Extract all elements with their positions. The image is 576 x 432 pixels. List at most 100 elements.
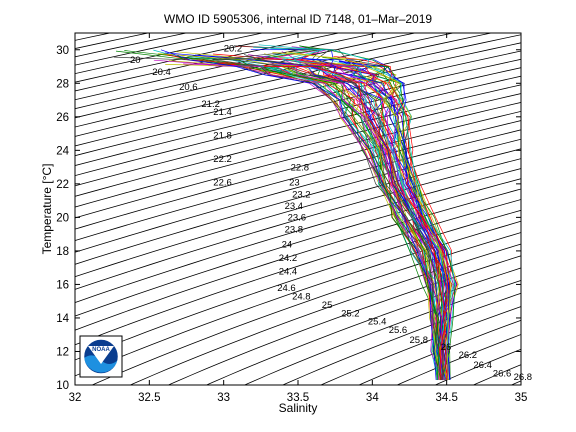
float-profile-line (219, 63, 442, 381)
x-tick-label: 34.5 (435, 392, 457, 404)
density-contour-label: 26.2 (459, 350, 478, 361)
float-profile-line (272, 52, 452, 381)
density-contour-line (75, 110, 521, 230)
density-contour-line (75, 84, 521, 197)
density-contour-label: 23.2 (292, 189, 311, 200)
float-profile-line (333, 55, 449, 381)
density-contour-line (75, 120, 521, 241)
float-profile-line (299, 45, 456, 381)
density-contour-label: 22.2 (213, 154, 232, 165)
density-contour-line (75, 138, 521, 265)
float-profile-line (275, 65, 443, 381)
density-contour-line (75, 209, 521, 361)
density-contour-label: 23.8 (285, 225, 304, 236)
density-contour-label: 25.8 (410, 335, 429, 346)
float-profile-line (320, 62, 458, 381)
y-tick-label: 10 (56, 380, 69, 392)
density-contour-line (75, 188, 521, 331)
density-contour-label: 25.4 (368, 317, 387, 328)
x-tick-label: 33.5 (287, 392, 309, 404)
y-tick-label: 18 (56, 246, 69, 258)
density-contour-line (75, 220, 521, 377)
float-profile-line (322, 57, 445, 381)
density-contour-line (531, 25, 576, 394)
y-tick-label: 30 (56, 45, 69, 57)
density-contour-line (243, 280, 521, 385)
noaa-logo: NOAA (79, 335, 123, 378)
density-contour-line (75, 33, 341, 92)
density-contour-line (75, 148, 521, 278)
density-contour-line (0, 25, 36, 394)
density-contour-label: 25 (322, 300, 333, 311)
density-contour-label: 24 (282, 240, 293, 251)
density-contour-line (75, 168, 521, 303)
density-contour-label: 26.4 (473, 360, 492, 371)
density-contour-label: 23.6 (288, 213, 307, 224)
density-contour-label: 24.6 (277, 283, 296, 294)
y-axis-label: Temperature [°C] (40, 164, 54, 255)
density-contour-label: 20.6 (179, 82, 198, 93)
float-profile-line (153, 49, 439, 381)
float-profile-line (160, 49, 437, 381)
density-contour-label: 21.8 (213, 131, 232, 142)
density-contour-line (75, 34, 521, 137)
y-tick-label: 24 (56, 145, 69, 157)
float-profile-line (235, 45, 446, 381)
density-contour-line (75, 33, 379, 101)
density-contour-line (75, 101, 521, 219)
density-contour-label: 22.6 (213, 178, 232, 189)
density-contour-line (167, 255, 521, 385)
density-contour-line (75, 158, 521, 290)
x-axis-label: Salinity (279, 401, 318, 415)
chart-title: WMO ID 5905306, internal ID 7148, 01–Mar… (164, 12, 432, 26)
density-contour-label: 24.4 (279, 266, 298, 277)
density-contour-label: 26 (441, 342, 452, 353)
density-contour-label: 21.2 (201, 99, 220, 110)
y-tick-label: 14 (56, 313, 69, 325)
density-contour-label: 26.6 (493, 369, 512, 380)
float-profile-line (253, 47, 455, 381)
float-profile-line (157, 53, 442, 381)
float-profile-line (251, 67, 440, 381)
density-contour-line (75, 178, 521, 317)
density-contour-line (75, 67, 521, 177)
density-contour-line (91, 232, 521, 385)
y-axis: 10 12 14 16 18 20 22 24 26 28 30 (56, 45, 521, 392)
density-contour-label: 23.4 (285, 201, 304, 212)
float-profile-line (212, 59, 443, 380)
density-contour-line (569, 25, 576, 394)
density-contour-label: 26.8 (514, 372, 533, 383)
density-contour-label: 25.6 (389, 325, 408, 336)
y-tick-label: 20 (56, 212, 69, 224)
density-contour-line (75, 33, 494, 128)
y-tick-label: 28 (56, 78, 69, 90)
x-tick-label: 33 (217, 392, 230, 404)
density-contour-label: 23 (289, 178, 300, 189)
density-contour-line (75, 129, 521, 253)
density-contour-line (75, 33, 417, 110)
density-contour-line (205, 267, 521, 385)
float-profile-line (250, 49, 449, 381)
density-contour-label: 24.8 (292, 292, 311, 303)
y-tick-label: 16 (56, 279, 69, 291)
density-contour-labels: 20 20.2 20.4 20.621.221.4 21.8 22.2 22.6 22.8 23… (130, 43, 532, 383)
float-profile-line (183, 63, 444, 381)
density-contour-line (75, 75, 521, 187)
density-contour-line (281, 292, 521, 385)
density-contour-label: 24.2 (279, 253, 298, 264)
density-contour-line (75, 199, 521, 346)
x-tick-label: 35 (515, 392, 528, 404)
density-contour-label: 25.2 (341, 308, 360, 319)
float-profiles (113, 44, 459, 381)
y-tick-label: 26 (56, 112, 69, 124)
x-axis: 32 32.5 33 33.5 34 34.5 35 (69, 33, 528, 404)
density-contour-line (358, 319, 521, 385)
x-tick-label: 34 (366, 392, 379, 404)
density-contour-line (75, 33, 455, 119)
y-tick-label: 22 (56, 179, 69, 191)
density-contour-label: 21.4 (213, 107, 232, 118)
density-contour-line (129, 243, 521, 385)
density-contour-label: 20.4 (152, 67, 171, 78)
y-tick-label: 12 (56, 346, 69, 358)
